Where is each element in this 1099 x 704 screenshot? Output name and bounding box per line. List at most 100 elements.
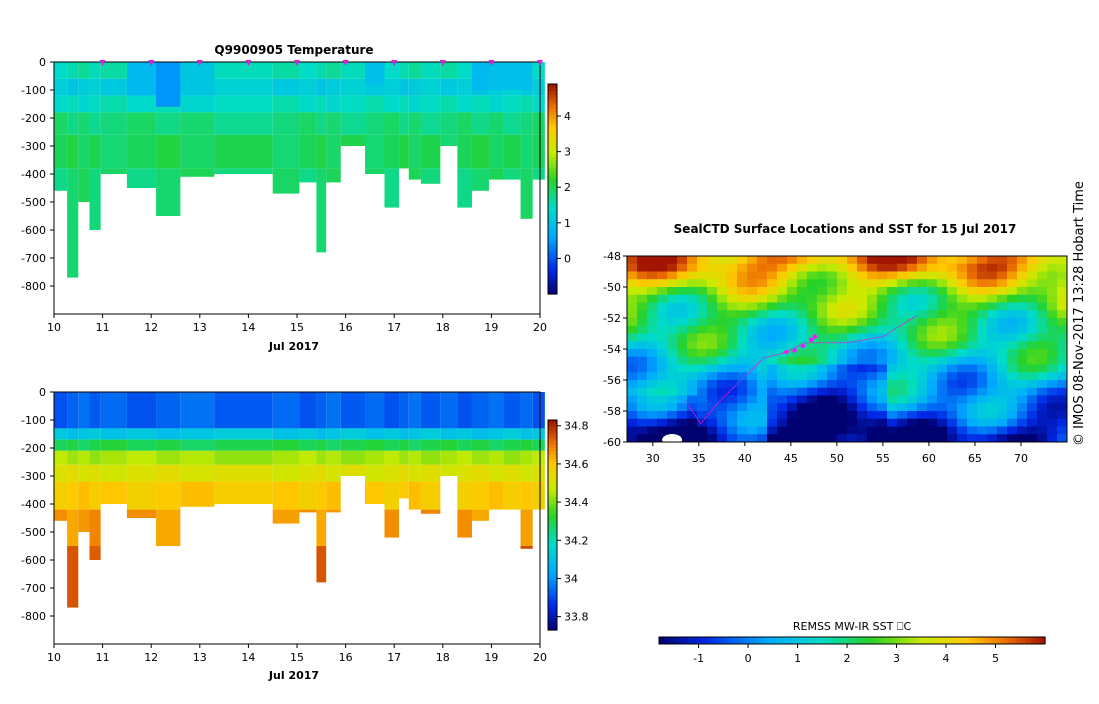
sst-cell: [1057, 411, 1068, 420]
sst-cell: [797, 426, 808, 435]
sst-cell: [997, 395, 1008, 404]
sst-cell: [1017, 271, 1028, 280]
section-cell: [532, 428, 545, 440]
colorbar-segment: [736, 637, 742, 644]
section-cell: [54, 509, 68, 521]
sst-cell: [637, 302, 648, 311]
sst-cell: [887, 271, 898, 280]
sst-cell: [937, 302, 948, 311]
sst-cell: [817, 271, 828, 280]
section-cell: [89, 509, 101, 546]
sst-cell: [707, 395, 718, 404]
sst-cell: [637, 380, 648, 389]
section-cell: [299, 168, 317, 183]
section-cell: [100, 439, 127, 451]
section-cell: [457, 464, 472, 482]
sst-cell: [1047, 403, 1058, 412]
sst-cell: [1037, 256, 1048, 265]
sst-cell: [657, 387, 668, 396]
sst-cell: [907, 325, 918, 334]
y-tick-label: -400: [21, 498, 46, 511]
section-cell: [299, 450, 317, 465]
colorbar-segment: [871, 637, 877, 644]
section-cell: [100, 464, 127, 482]
y-tick-label: -600: [21, 224, 46, 237]
sst-map-area: [627, 256, 1068, 446]
cold-water-cell: [471, 62, 489, 90]
section-cell: [408, 168, 421, 180]
sst-cell: [867, 356, 878, 365]
section-cell: [89, 450, 101, 465]
section-cell: [126, 509, 157, 518]
sst-cell: [827, 287, 838, 296]
sst-cell: [1057, 287, 1068, 296]
sst-cell: [807, 294, 818, 303]
salinity-x-label: Jul 2017: [268, 669, 319, 682]
colorbar-segment: [943, 637, 950, 644]
sst-cell: [967, 387, 978, 396]
sst-cell: [667, 387, 678, 396]
section-cell: [214, 168, 273, 174]
sst-cell: [867, 333, 878, 342]
sst-cell: [1007, 356, 1018, 365]
x-tick-label: 35: [692, 452, 706, 465]
sst-cell: [767, 318, 778, 327]
sst-cell: [897, 426, 908, 435]
sst-cell: [657, 411, 668, 420]
temperature-panel: Q9900905 Temperature 0-100-200-300-400-5…: [21, 43, 571, 353]
section-cell: [316, 112, 327, 135]
sst-cell: [627, 418, 638, 427]
section-cell: [532, 112, 545, 135]
sst-cell: [947, 411, 958, 420]
sst-cell: [797, 411, 808, 420]
sst-cell: [727, 403, 738, 412]
sst-cell: [737, 333, 748, 342]
sst-cell: [807, 349, 818, 358]
sst-cell: [1057, 418, 1068, 427]
colorbar-segment: [548, 126, 557, 131]
sst-cell: [697, 426, 708, 435]
section-cell: [78, 481, 90, 510]
sst-cell: [787, 333, 798, 342]
sst-cell: [917, 341, 928, 350]
sst-cell: [927, 364, 938, 373]
sst-cell: [727, 387, 738, 396]
section-cell: [520, 464, 533, 482]
section-cell: [272, 481, 300, 510]
section-cell: [503, 481, 521, 510]
sst-cell: [627, 263, 638, 272]
sst-cell: [887, 387, 898, 396]
sst-cell: [757, 302, 768, 311]
sst-cell: [807, 434, 818, 443]
sst-cell: [707, 271, 718, 280]
sst-cell: [807, 333, 818, 342]
temperature-y-axis: 0-100-200-300-400-500-600-700-800: [21, 56, 54, 293]
section-cell: [408, 95, 421, 113]
y-tick-label: -50: [603, 281, 621, 294]
sst-cell: [847, 372, 858, 381]
temperature-plot-area: [54, 62, 545, 278]
section-cell: [89, 95, 101, 113]
sst-cell: [927, 411, 938, 420]
sst-cell: [907, 271, 918, 280]
sst-cell: [917, 302, 928, 311]
sst-cell: [747, 434, 758, 443]
colorbar-segment: [745, 637, 752, 644]
colorbar-segment: [673, 637, 679, 644]
sst-cell: [867, 310, 878, 319]
sst-cell: [747, 256, 758, 265]
colorbar-segment: [813, 637, 819, 644]
section-cell: [326, 62, 341, 79]
sst-cell: [867, 403, 878, 412]
sst-cell: [1007, 426, 1018, 435]
section-cell: [156, 392, 181, 429]
sst-cell: [627, 411, 638, 420]
section-cell: [326, 439, 341, 451]
sst-cell: [897, 356, 908, 365]
section-cell: [457, 62, 472, 79]
sst-cell: [637, 364, 648, 373]
sst-cell: [817, 426, 828, 435]
colorbar-segment: [548, 581, 557, 586]
sst-cell: [667, 302, 678, 311]
sst-cell: [777, 341, 788, 350]
